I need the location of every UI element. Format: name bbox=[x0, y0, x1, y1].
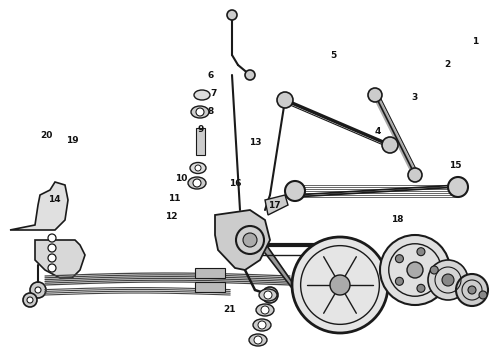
Text: 15: 15 bbox=[449, 161, 462, 170]
Polygon shape bbox=[196, 128, 205, 155]
Circle shape bbox=[227, 10, 237, 20]
Text: 2: 2 bbox=[444, 60, 450, 69]
Circle shape bbox=[395, 255, 403, 263]
Circle shape bbox=[468, 286, 476, 294]
Circle shape bbox=[368, 88, 382, 102]
Circle shape bbox=[48, 254, 56, 262]
Circle shape bbox=[380, 235, 450, 305]
Text: 1: 1 bbox=[472, 37, 478, 46]
Circle shape bbox=[292, 237, 388, 333]
Ellipse shape bbox=[190, 162, 206, 174]
Circle shape bbox=[48, 234, 56, 242]
Polygon shape bbox=[265, 195, 288, 215]
Ellipse shape bbox=[259, 289, 277, 301]
Circle shape bbox=[330, 275, 350, 295]
Circle shape bbox=[48, 264, 56, 272]
Circle shape bbox=[479, 291, 487, 299]
Circle shape bbox=[245, 70, 255, 80]
Ellipse shape bbox=[249, 334, 267, 346]
Polygon shape bbox=[195, 268, 225, 278]
Circle shape bbox=[193, 179, 201, 187]
Text: 8: 8 bbox=[208, 107, 214, 116]
Text: 20: 20 bbox=[40, 131, 53, 140]
Circle shape bbox=[236, 226, 264, 254]
Circle shape bbox=[258, 321, 266, 329]
Ellipse shape bbox=[194, 90, 210, 100]
Ellipse shape bbox=[253, 319, 271, 331]
Text: 14: 14 bbox=[48, 195, 60, 204]
Text: 21: 21 bbox=[223, 305, 236, 314]
Ellipse shape bbox=[188, 177, 206, 189]
Circle shape bbox=[35, 287, 41, 293]
Circle shape bbox=[456, 274, 488, 306]
Polygon shape bbox=[195, 282, 225, 292]
Circle shape bbox=[417, 284, 425, 292]
Ellipse shape bbox=[256, 304, 274, 316]
Circle shape bbox=[448, 177, 468, 197]
Circle shape bbox=[430, 266, 438, 274]
Circle shape bbox=[277, 92, 293, 108]
Text: 10: 10 bbox=[175, 174, 188, 183]
Circle shape bbox=[382, 137, 398, 153]
Ellipse shape bbox=[191, 106, 209, 118]
Circle shape bbox=[264, 291, 272, 299]
Circle shape bbox=[195, 165, 201, 171]
Text: 11: 11 bbox=[168, 194, 180, 202]
Circle shape bbox=[254, 336, 262, 344]
Circle shape bbox=[442, 274, 454, 286]
Text: 17: 17 bbox=[268, 201, 281, 210]
Text: 6: 6 bbox=[208, 71, 214, 80]
Circle shape bbox=[407, 262, 423, 278]
Text: 16: 16 bbox=[229, 179, 242, 188]
Circle shape bbox=[243, 233, 257, 247]
Text: 3: 3 bbox=[411, 93, 417, 102]
Text: 5: 5 bbox=[330, 51, 336, 60]
Circle shape bbox=[285, 181, 305, 201]
Circle shape bbox=[417, 248, 425, 256]
Text: 12: 12 bbox=[165, 212, 178, 220]
Text: 7: 7 bbox=[210, 89, 217, 98]
Circle shape bbox=[428, 260, 468, 300]
Polygon shape bbox=[10, 182, 68, 230]
Polygon shape bbox=[215, 210, 270, 270]
Text: 9: 9 bbox=[197, 125, 204, 134]
Polygon shape bbox=[35, 240, 85, 278]
Circle shape bbox=[48, 244, 56, 252]
Text: 4: 4 bbox=[374, 127, 381, 136]
Text: 18: 18 bbox=[391, 215, 403, 224]
Circle shape bbox=[395, 277, 403, 285]
Text: 13: 13 bbox=[248, 138, 261, 147]
Circle shape bbox=[196, 108, 204, 116]
Circle shape bbox=[408, 168, 422, 182]
Text: 19: 19 bbox=[66, 136, 79, 145]
Circle shape bbox=[262, 287, 278, 303]
Circle shape bbox=[30, 282, 46, 298]
Circle shape bbox=[23, 293, 37, 307]
Circle shape bbox=[261, 306, 269, 314]
Circle shape bbox=[27, 297, 33, 303]
